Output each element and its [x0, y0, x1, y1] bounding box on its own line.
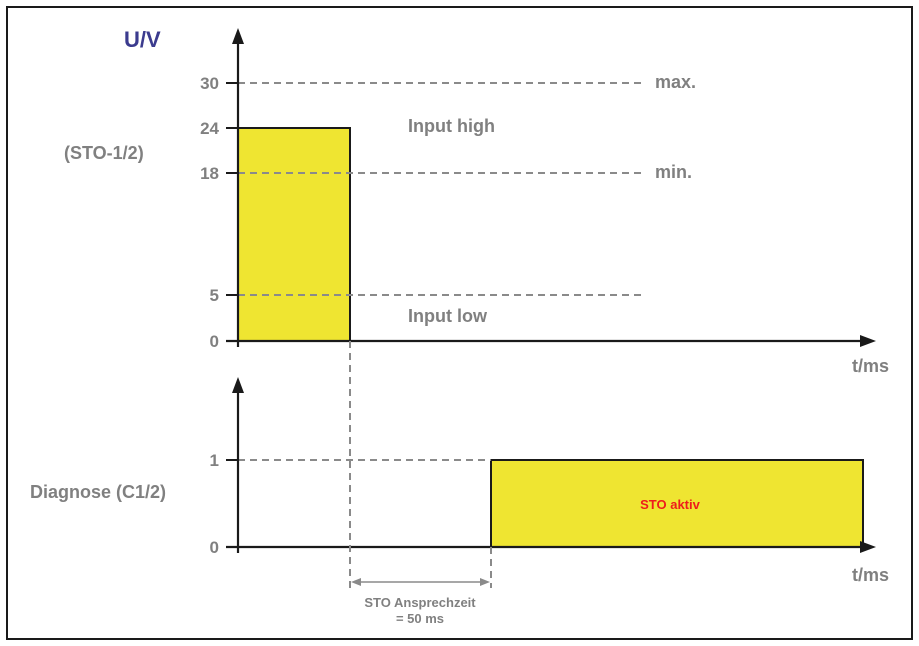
bottom-chart: 1 0 Diagnose (C1/2) STO aktiv t/ms	[30, 377, 889, 585]
y-tick-label-30: 30	[200, 74, 219, 93]
y-tick-label-18: 18	[200, 164, 219, 183]
input-low-label: Input low	[408, 306, 488, 326]
sto-signal-label: (STO-1/2)	[64, 143, 144, 163]
max-label: max.	[655, 72, 696, 92]
sto-active-label: STO aktiv	[640, 497, 701, 512]
y-tick-label-0: 0	[210, 332, 219, 351]
y-tick-label-1: 1	[210, 451, 219, 470]
y-tick-label-24: 24	[200, 119, 219, 138]
y-axis-title: U/V	[124, 27, 161, 52]
bottom-y-axis-arrow-icon	[232, 377, 244, 393]
y-tick-label-0-bottom: 0	[210, 538, 219, 557]
dimension-left-arrow-icon	[351, 578, 361, 586]
sto-active-pulse	[490, 459, 864, 548]
top-x-axis-label: t/ms	[852, 356, 889, 376]
response-time-value: = 50 ms	[396, 611, 444, 626]
dimension-right-arrow-icon	[480, 578, 490, 586]
response-time-label: STO Ansprechzeit	[364, 595, 476, 610]
bottom-x-axis-arrow-icon	[860, 541, 876, 553]
y-tick-label-5: 5	[210, 286, 219, 305]
diagnose-signal-label: Diagnose (C1/2)	[30, 482, 166, 502]
top-x-axis-arrow-icon	[860, 335, 876, 347]
input-high-label: Input high	[408, 116, 495, 136]
top-y-axis-arrow-icon	[232, 28, 244, 44]
bottom-x-axis-label: t/ms	[852, 565, 889, 585]
sto-input-pulse	[237, 127, 351, 342]
min-label: min.	[655, 162, 692, 182]
response-time-dimension: STO Ansprechzeit = 50 ms	[349, 341, 492, 626]
top-chart: 30 24 18 5 0 U/V (STO-1/2) max. min. Inp…	[64, 27, 889, 376]
